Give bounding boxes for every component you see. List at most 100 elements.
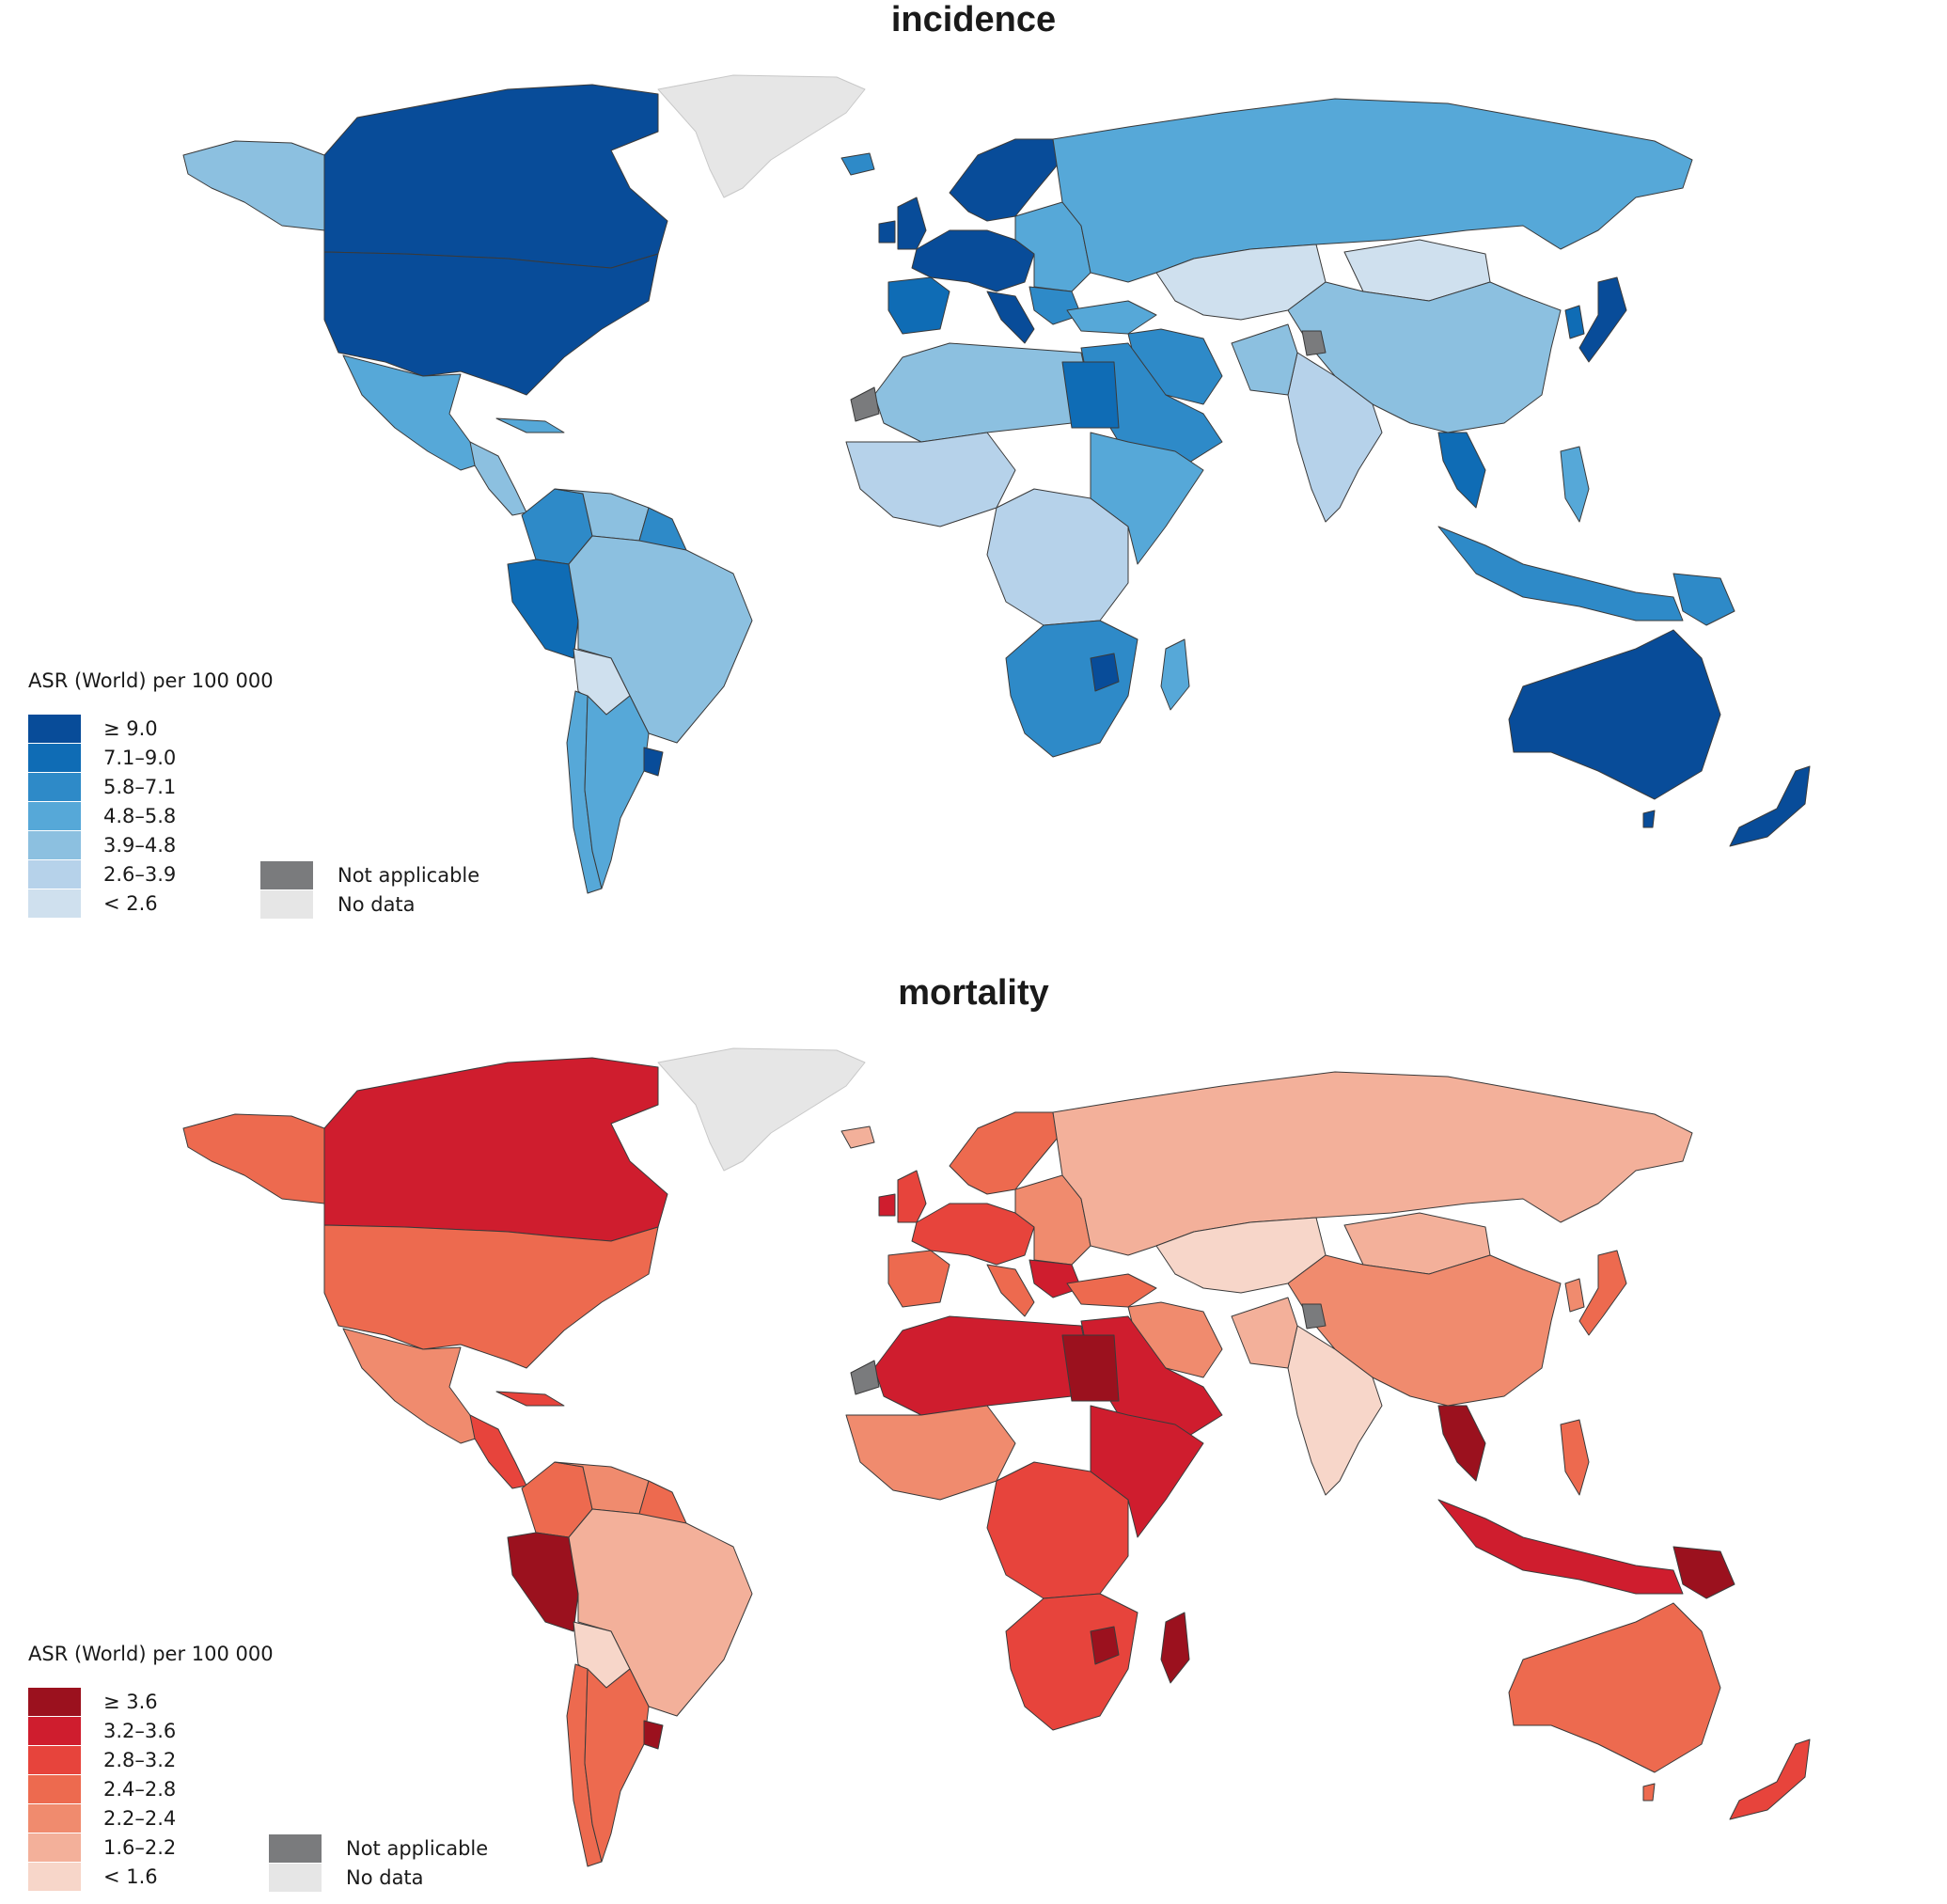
tasmania-region bbox=[1642, 810, 1656, 828]
legend-label: Not applicable bbox=[346, 1837, 489, 1860]
legend-item: ≥ 3.6 bbox=[28, 1688, 404, 1716]
mortality-world-map bbox=[182, 1047, 1811, 1867]
iceland-region bbox=[840, 1125, 875, 1149]
legend-swatch bbox=[28, 860, 81, 889]
legend-item: < 2.6 bbox=[28, 889, 404, 918]
legend-swatch bbox=[28, 1804, 81, 1833]
legend-label: 5.8–7.1 bbox=[103, 776, 177, 798]
central-america-region bbox=[469, 1414, 527, 1489]
legend-item: 5.8–7.1 bbox=[28, 773, 404, 801]
legend-swatch bbox=[28, 889, 81, 918]
greenland-region bbox=[657, 74, 866, 198]
legend-not-applicable: Not applicable bbox=[260, 861, 542, 889]
western-sahara-region bbox=[850, 386, 880, 422]
legend-item: 1.6–2.2 bbox=[28, 1833, 404, 1862]
legend-label: No data bbox=[346, 1866, 424, 1889]
legend-item: 4.8–5.8 bbox=[28, 802, 404, 830]
legend-label: < 2.6 bbox=[103, 892, 158, 915]
legend-label: 7.1–9.0 bbox=[103, 747, 177, 769]
legend-item: 7.1–9.0 bbox=[28, 744, 404, 772]
indochina-region bbox=[1437, 432, 1486, 509]
iceland-region bbox=[840, 152, 875, 176]
legend-not-applicable: Not applicable bbox=[269, 1834, 551, 1863]
usa-region bbox=[323, 1224, 659, 1369]
greenland-region bbox=[657, 1047, 866, 1172]
india-region bbox=[1287, 352, 1383, 523]
legend-swatch bbox=[28, 1746, 81, 1774]
pakistan-region bbox=[1231, 323, 1298, 396]
india-region bbox=[1287, 1325, 1383, 1496]
east-africa-region bbox=[1090, 1405, 1204, 1538]
west-africa-region bbox=[845, 432, 1016, 527]
legend-item: 3.9–4.8 bbox=[28, 831, 404, 859]
north-africa-region bbox=[873, 1315, 1091, 1416]
legend-label: ≥ 3.6 bbox=[103, 1691, 158, 1713]
turkey-region bbox=[1066, 300, 1157, 335]
zimbabwe-region bbox=[1090, 653, 1120, 692]
incidence-world-map bbox=[182, 74, 1811, 894]
korea-region bbox=[1564, 305, 1585, 339]
legend-label: < 1.6 bbox=[103, 1865, 158, 1888]
legend-swatch bbox=[28, 1863, 81, 1891]
legend-swatch bbox=[260, 890, 313, 919]
papua-region bbox=[1672, 1546, 1735, 1599]
legend-swatch bbox=[28, 1775, 81, 1803]
legend-label: ≥ 9.0 bbox=[103, 717, 158, 740]
legend-title: ASR (World) per 100 000 bbox=[28, 1643, 274, 1665]
madagascar-region bbox=[1160, 1612, 1190, 1684]
australia-region bbox=[1508, 1602, 1721, 1773]
legend-swatch bbox=[260, 861, 313, 889]
legend-label: Not applicable bbox=[338, 864, 480, 887]
map-title: mortality bbox=[898, 973, 1049, 1013]
canada-region bbox=[323, 84, 668, 269]
north-africa-region bbox=[873, 342, 1091, 443]
legend-label: No data bbox=[338, 893, 416, 916]
uk-region bbox=[897, 1170, 927, 1223]
korea-region bbox=[1564, 1278, 1585, 1313]
legend-item: 3.2–3.6 bbox=[28, 1717, 404, 1745]
legend-item: < 1.6 bbox=[28, 1863, 404, 1891]
legend-swatch bbox=[28, 1833, 81, 1862]
pakistan-region bbox=[1231, 1297, 1298, 1369]
western-europe-region bbox=[911, 229, 1035, 292]
peru-region bbox=[507, 559, 579, 659]
peru-region bbox=[507, 1532, 579, 1632]
uk-region bbox=[897, 197, 927, 250]
legend-swatch bbox=[28, 1688, 81, 1716]
indonesia-region bbox=[1437, 1499, 1684, 1595]
brazil-region bbox=[568, 1508, 753, 1717]
legend-swatch bbox=[28, 831, 81, 859]
italy-region bbox=[986, 291, 1035, 344]
scandinavia-region bbox=[949, 138, 1059, 222]
legend-item: ≥ 9.0 bbox=[28, 715, 404, 743]
legend-label: 2.2–2.4 bbox=[103, 1807, 177, 1830]
new-zealand-region bbox=[1729, 765, 1811, 847]
western-sahara-region bbox=[850, 1360, 880, 1395]
indonesia-region bbox=[1437, 526, 1684, 622]
australia-region bbox=[1508, 629, 1721, 800]
iberia-region bbox=[887, 276, 950, 335]
legend-title: ASR (World) per 100 000 bbox=[28, 669, 274, 692]
legend-label: 1.6–2.2 bbox=[103, 1836, 177, 1859]
legend-no-data: No data bbox=[260, 890, 542, 919]
legend-label: 2.6–3.9 bbox=[103, 863, 177, 886]
russia-region bbox=[1052, 1071, 1693, 1256]
japan-region bbox=[1578, 1250, 1627, 1336]
east-africa-region bbox=[1090, 432, 1204, 565]
indochina-region bbox=[1437, 1405, 1486, 1482]
japan-region bbox=[1578, 276, 1627, 363]
mortality-map-panel: mortality bbox=[0, 973, 1947, 1904]
madagascar-region bbox=[1160, 638, 1190, 711]
legend-label: 3.9–4.8 bbox=[103, 834, 177, 857]
cuba-region bbox=[495, 417, 565, 433]
cuba-region bbox=[495, 1391, 565, 1407]
legend-swatch bbox=[28, 802, 81, 830]
legend-label: 4.8–5.8 bbox=[103, 805, 177, 827]
legend-item: 2.4–2.8 bbox=[28, 1775, 404, 1803]
balkans-region bbox=[1028, 286, 1082, 325]
legend-swatch bbox=[269, 1864, 322, 1892]
legend-label: 2.4–2.8 bbox=[103, 1778, 177, 1801]
alaska-region bbox=[182, 1113, 325, 1204]
philippines-region bbox=[1560, 446, 1590, 523]
turkey-region bbox=[1066, 1273, 1157, 1308]
